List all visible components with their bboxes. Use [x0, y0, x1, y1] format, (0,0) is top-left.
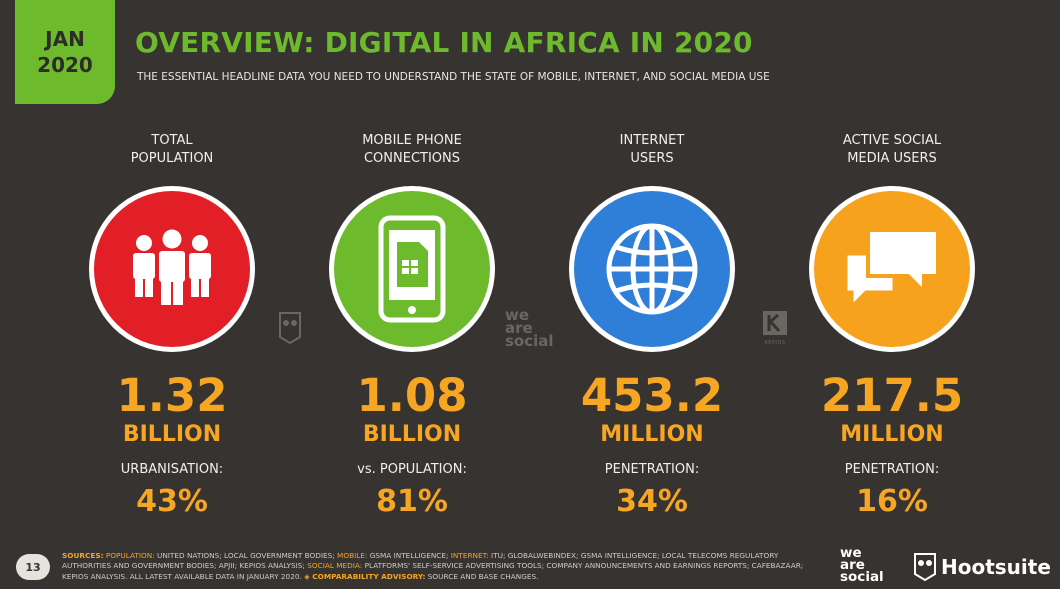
we-are-social-logo: we are social	[840, 545, 884, 585]
watermark-social: social	[505, 332, 554, 350]
stat-unit: MILLION	[840, 422, 944, 447]
stat-value: 1.08	[356, 369, 468, 422]
watermark-we: we	[505, 306, 530, 324]
internet-text: ITU; GLOBALWEBINDEX; GSMA INTELLIGENCE; …	[62, 551, 779, 571]
page-number: 13	[16, 554, 50, 580]
chat-bubbles-icon	[814, 191, 970, 347]
badge-month: JAN	[45, 27, 85, 51]
stat-unit: BILLION	[362, 422, 462, 447]
stat-metric-value: 43%	[136, 484, 208, 519]
stat-label-line1: TOTAL	[151, 133, 193, 148]
mobile-text: GSMA INTELLIGENCE;	[369, 551, 449, 560]
we-are-social-watermark: we are social	[505, 306, 554, 350]
stat-metric-label: PENETRATION:	[844, 462, 940, 477]
stat-circle	[329, 186, 495, 352]
social-key: SOCIAL MEDIA:	[307, 561, 363, 571]
stat-label: INTERNET USERS	[532, 132, 772, 168]
stat-label: ACTIVE SOCIAL MEDIA USERS	[772, 132, 1012, 168]
internet-key: INTERNET:	[450, 551, 489, 560]
stat-value: 217.5	[820, 369, 964, 422]
stat-circle	[809, 186, 975, 352]
stat-circle	[89, 186, 255, 352]
kepios-watermark: KEPIOS	[758, 310, 792, 346]
population-text: UNITED NATIONS; LOCAL GOVERNMENT BODIES;	[156, 551, 335, 560]
mobile-key: MOBILE:	[337, 551, 368, 560]
ws-logo-are: are	[840, 557, 865, 573]
stat-unit: BILLION	[122, 422, 222, 447]
stat-metric-value: 34%	[616, 484, 688, 519]
advisory-text: SOURCE AND BASE CHANGES.	[427, 571, 539, 581]
social-text: PLATFORMS' SELF-SERVICE ADVERTISING TOOL…	[62, 561, 804, 581]
page-title: OVERVIEW: DIGITAL IN AFRICA IN 2020	[135, 26, 753, 59]
sources-text: SOURCES: POPULATION: UNITED NATIONS; LOC…	[62, 551, 817, 582]
stat-metric-value: 16%	[856, 484, 928, 519]
stat-value: 453.2	[580, 369, 724, 422]
stat-metric-value: 81%	[376, 484, 448, 519]
page-subtitle: THE ESSENTIAL HEADLINE DATA YOU NEED TO …	[137, 71, 770, 83]
mobile-phone-icon	[334, 191, 490, 347]
stat-label-line1: MOBILE PHONE	[362, 133, 462, 148]
globe-icon	[574, 191, 730, 347]
stat-metric-label: PENETRATION:	[604, 462, 700, 477]
stat-label-line1: INTERNET	[619, 133, 685, 148]
hootsuite-owl-watermark-icon	[278, 311, 302, 349]
stat-label-line1: ACTIVE SOCIAL	[842, 133, 942, 148]
people-icon	[94, 191, 250, 347]
stat-label-line2: POPULATION	[130, 151, 214, 166]
stat-label: TOTAL POPULATION	[52, 132, 292, 168]
stat-label: MOBILE PHONE CONNECTIONS	[292, 132, 532, 168]
date-badge: JAN 2020	[15, 0, 115, 104]
stat-label-line2: MEDIA USERS	[847, 151, 937, 166]
stat-value: 1.32	[116, 369, 228, 422]
ws-logo-social: social	[840, 569, 884, 585]
kepios-logo-icon	[763, 311, 787, 335]
advisory-key: ◈ COMPARABILITY ADVISORY:	[304, 571, 426, 581]
ws-logo-we: we	[840, 545, 862, 561]
hootsuite-logo: Hootsuite	[913, 552, 1051, 582]
stat-label-line2: CONNECTIONS	[363, 151, 461, 166]
kepios-label: KEPIOS	[764, 340, 786, 346]
sources-key: SOURCES:	[62, 551, 104, 560]
stat-unit: MILLION	[600, 422, 704, 447]
hootsuite-owl-icon	[914, 553, 936, 582]
stat-metric-label: vs. POPULATION:	[357, 462, 467, 477]
stat-metric-label: URBANISATION:	[120, 462, 224, 477]
watermark-are: are	[505, 319, 533, 337]
population-key: POPULATION:	[105, 551, 155, 560]
badge-year: 2020	[37, 53, 93, 77]
hootsuite-wordmark: Hootsuite	[941, 555, 1051, 579]
stat-label-line2: USERS	[630, 151, 674, 166]
stat-circle	[569, 186, 735, 352]
